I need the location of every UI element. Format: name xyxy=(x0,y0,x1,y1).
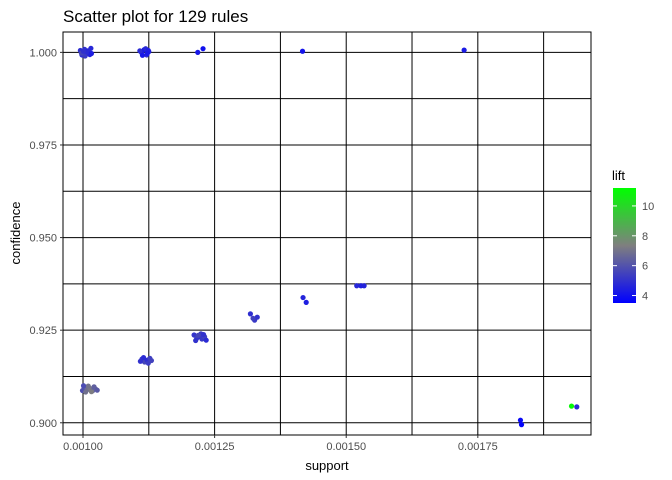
data-point xyxy=(195,332,201,338)
legend-tick-label: 6 xyxy=(642,261,648,273)
data-point xyxy=(203,337,209,343)
data-points xyxy=(77,45,580,428)
data-point xyxy=(91,384,97,390)
y-tick-label: 1.000 xyxy=(29,47,57,59)
data-point xyxy=(303,299,309,305)
data-point xyxy=(137,358,143,364)
y-tick-label: 0.975 xyxy=(29,140,57,152)
x-tick-label: 0.00125 xyxy=(195,441,235,453)
data-point xyxy=(300,294,306,301)
x-axis-ticks: 0.00100 0.00125 0.00150 0.00175 xyxy=(63,435,498,453)
plot-border xyxy=(62,31,592,436)
data-point xyxy=(82,53,88,59)
legend-tick-label: 10 xyxy=(642,201,654,213)
legend-tick-label: 8 xyxy=(642,231,648,243)
data-point xyxy=(361,283,367,289)
data-point xyxy=(250,315,256,321)
data-point xyxy=(254,314,260,320)
data-point xyxy=(148,357,155,364)
y-tick-label: 0.900 xyxy=(29,418,57,430)
legend-tick-label: 4 xyxy=(642,291,648,303)
data-point xyxy=(88,45,94,51)
legend-ticks: 4 6 8 10 xyxy=(613,201,654,303)
data-point xyxy=(461,47,467,53)
data-point xyxy=(88,50,95,57)
data-point xyxy=(299,48,306,54)
data-point xyxy=(94,387,100,393)
data-point xyxy=(200,46,206,52)
x-tick-label: 0.00150 xyxy=(326,441,366,453)
data-point xyxy=(80,383,87,389)
data-point xyxy=(144,50,150,57)
data-point xyxy=(139,52,146,58)
data-point xyxy=(518,422,525,428)
color-legend: lift 4 6 8 10 xyxy=(612,168,654,303)
data-point xyxy=(574,404,580,410)
data-point xyxy=(193,337,199,344)
y-axis-title: confidence xyxy=(8,202,23,265)
data-point xyxy=(195,49,201,55)
legend-title: lift xyxy=(612,168,625,183)
data-point xyxy=(140,354,147,361)
x-tick-label: 0.00100 xyxy=(63,441,103,453)
chart-title: Scatter plot for 129 rules xyxy=(63,7,248,26)
data-point xyxy=(85,383,91,389)
y-axis-ticks: 0.900 0.925 0.950 0.975 1.000 xyxy=(29,47,63,430)
grid-lines xyxy=(63,32,591,435)
data-point xyxy=(200,332,207,338)
data-point xyxy=(247,311,254,317)
data-point xyxy=(83,389,89,395)
data-point xyxy=(568,403,575,409)
x-axis-title: support xyxy=(305,458,349,473)
data-point xyxy=(88,389,95,395)
plot-panel xyxy=(63,32,591,435)
y-tick-label: 0.925 xyxy=(29,325,57,337)
x-tick-label: 0.00175 xyxy=(458,441,498,453)
data-point xyxy=(80,48,87,54)
legend-colorbar xyxy=(613,188,636,303)
data-point xyxy=(137,48,143,54)
data-point xyxy=(517,417,524,423)
y-tick-label: 0.950 xyxy=(29,233,57,245)
data-point xyxy=(354,283,360,289)
